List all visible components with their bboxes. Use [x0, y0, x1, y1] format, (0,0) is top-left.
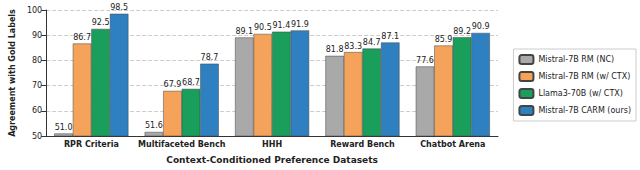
svg-text:51.0: 51.0: [55, 123, 73, 132]
svg-text:98.5: 98.5: [110, 3, 128, 12]
svg-text:90: 90: [32, 31, 42, 40]
svg-text:91.9: 91.9: [291, 20, 309, 29]
svg-text:Llama3-70B (w/ CTX): Llama3-70B (w/ CTX): [538, 89, 622, 98]
svg-text:90.5: 90.5: [254, 23, 272, 32]
svg-text:90.9: 90.9: [472, 22, 490, 31]
svg-text:Mistral-7B RM (NC): Mistral-7B RM (NC): [538, 55, 614, 64]
svg-text:91.4: 91.4: [272, 21, 290, 30]
svg-text:Mistral-7B CARM (ours): Mistral-7B CARM (ours): [538, 106, 631, 115]
svg-text:RPR Criteria: RPR Criteria: [64, 140, 119, 149]
svg-text:67.9: 67.9: [164, 80, 182, 89]
svg-text:100: 100: [27, 6, 42, 15]
svg-text:86.7: 86.7: [73, 33, 91, 42]
svg-text:70: 70: [32, 81, 42, 90]
svg-text:Mistral-7B RM (w/ CTX): Mistral-7B RM (w/ CTX): [538, 72, 630, 81]
svg-text:80: 80: [32, 56, 42, 65]
svg-text:85.9: 85.9: [435, 35, 453, 44]
svg-text:Reward Bench: Reward Bench: [330, 140, 395, 149]
svg-text:83.3: 83.3: [344, 42, 362, 51]
svg-text:81.8: 81.8: [326, 45, 344, 54]
svg-text:78.7: 78.7: [201, 53, 219, 62]
svg-text:Multifaceted Bench: Multifaceted Bench: [138, 140, 226, 149]
svg-text:Context-Conditioned Preference: Context-Conditioned Preference Datasets: [166, 155, 378, 165]
svg-text:51.6: 51.6: [145, 121, 163, 130]
svg-text:87.1: 87.1: [381, 32, 399, 41]
svg-text:77.6: 77.6: [416, 56, 434, 65]
svg-text:Agreement with Gold Labels: Agreement with Gold Labels: [8, 9, 17, 137]
svg-text:60: 60: [32, 106, 42, 115]
svg-text:50: 50: [32, 132, 42, 141]
svg-text:89.2: 89.2: [453, 27, 471, 36]
svg-text:84.7: 84.7: [363, 38, 381, 47]
svg-text:89.1: 89.1: [235, 27, 253, 36]
svg-text:92.5: 92.5: [92, 18, 110, 27]
svg-text:HHH: HHH: [262, 140, 282, 149]
svg-text:Chatbot Arena: Chatbot Arena: [420, 140, 485, 149]
svg-text:68.7: 68.7: [182, 78, 200, 87]
